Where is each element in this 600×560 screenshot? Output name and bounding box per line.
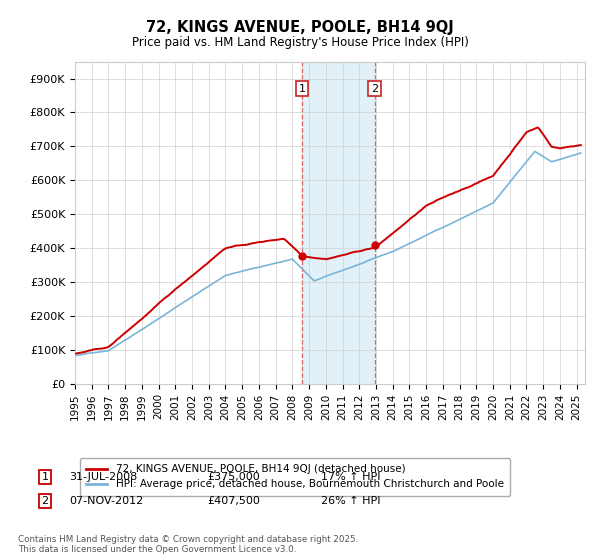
Text: Price paid vs. HM Land Registry's House Price Index (HPI): Price paid vs. HM Land Registry's House …: [131, 36, 469, 49]
Bar: [302, 62, 374, 384]
Text: 2: 2: [41, 496, 49, 506]
Text: 31-JUL-2008: 31-JUL-2008: [69, 472, 137, 482]
Text: 1: 1: [41, 472, 49, 482]
Text: £375,000: £375,000: [207, 472, 260, 482]
Text: Contains HM Land Registry data © Crown copyright and database right 2025.
This d: Contains HM Land Registry data © Crown c…: [18, 535, 358, 554]
Text: 72, KINGS AVENUE, POOLE, BH14 9QJ: 72, KINGS AVENUE, POOLE, BH14 9QJ: [146, 20, 454, 35]
Text: 07-NOV-2012: 07-NOV-2012: [69, 496, 143, 506]
Text: 1: 1: [299, 83, 305, 94]
Text: 26% ↑ HPI: 26% ↑ HPI: [321, 496, 380, 506]
Text: 17% ↑ HPI: 17% ↑ HPI: [321, 472, 380, 482]
Text: 2: 2: [371, 83, 378, 94]
Legend: 72, KINGS AVENUE, POOLE, BH14 9QJ (detached house), HPI: Average price, detached: 72, KINGS AVENUE, POOLE, BH14 9QJ (detac…: [80, 458, 510, 496]
Text: £407,500: £407,500: [207, 496, 260, 506]
